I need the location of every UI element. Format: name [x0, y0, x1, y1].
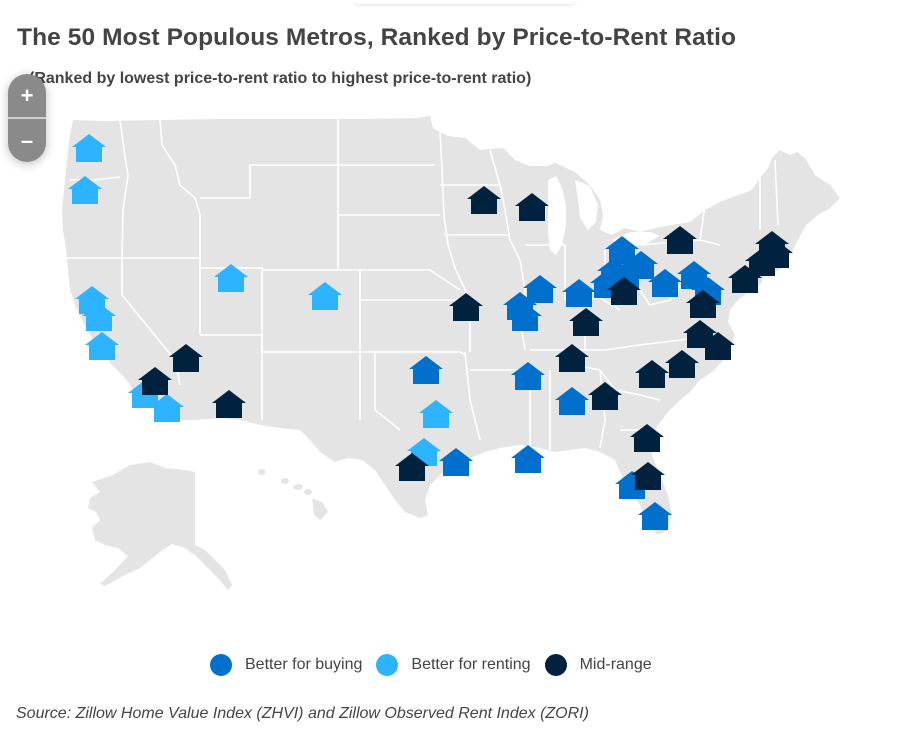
- metro-marker-buying[interactable]: [511, 362, 545, 390]
- metro-marker-buying[interactable]: [503, 292, 537, 320]
- map-zoom-control: + –: [8, 74, 46, 162]
- metro-marker-mid[interactable]: [467, 186, 501, 214]
- metro-marker-renting[interactable]: [150, 394, 184, 422]
- metro-marker-mid[interactable]: [663, 226, 697, 254]
- metro-marker-mid[interactable]: [631, 462, 665, 490]
- metro-marker-mid[interactable]: [686, 290, 720, 318]
- metro-marker-renting[interactable]: [85, 332, 119, 360]
- metro-marker-mid[interactable]: [665, 350, 699, 378]
- legend-dot-buying: [210, 654, 232, 676]
- zoom-out-button[interactable]: –: [20, 128, 34, 153]
- legend-item-renting[interactable]: Better for renting: [376, 654, 531, 676]
- zoom-divider: [8, 117, 46, 119]
- us-map[interactable]: [0, 0, 902, 640]
- zoom-in-button[interactable]: +: [20, 83, 34, 108]
- metro-marker-mid[interactable]: [630, 424, 664, 452]
- alaska-shape: [88, 462, 232, 590]
- metro-marker-mid[interactable]: [607, 277, 641, 305]
- metro-marker-buying[interactable]: [648, 269, 682, 297]
- page-subtitle: (Ranked by lowest price-to-rent ratio to…: [29, 70, 532, 87]
- lake-michigan-shape: [548, 176, 566, 255]
- metro-marker-mid[interactable]: [755, 231, 789, 259]
- metro-marker-mid[interactable]: [588, 382, 622, 410]
- legend-dot-mid-range: [544, 654, 567, 676]
- page-title: The 50 Most Populous Metros, Ranked by P…: [17, 24, 737, 51]
- metro-marker-mid[interactable]: [555, 344, 589, 372]
- metro-marker-buying[interactable]: [605, 236, 639, 264]
- metro-marker-renting[interactable]: [214, 264, 248, 292]
- metro-marker-buying[interactable]: [409, 356, 443, 384]
- metro-marker-mid[interactable]: [138, 367, 172, 395]
- metro-marker-mid[interactable]: [449, 293, 483, 321]
- metro-marker-renting[interactable]: [82, 303, 116, 331]
- metro-marker-mid[interactable]: [212, 390, 246, 418]
- lake-superior-shape: [505, 148, 560, 166]
- legend-item-mid-range[interactable]: Mid-range: [544, 654, 652, 676]
- metro-marker-buying[interactable]: [562, 279, 596, 307]
- metro-marker-mid[interactable]: [515, 193, 549, 221]
- source-note: Source: Zillow Home Value Index (ZHVI) a…: [16, 705, 589, 722]
- top-tab-shadow: [355, 0, 575, 4]
- lake-huron-shape: [575, 180, 598, 230]
- metro-marker-renting[interactable]: [308, 282, 342, 310]
- metro-marker-mid[interactable]: [701, 332, 735, 360]
- metro-marker-mid[interactable]: [395, 453, 429, 481]
- metro-marker-buying[interactable]: [523, 275, 557, 303]
- legend: Better for buying Better for renting Mid…: [210, 652, 666, 678]
- metro-marker-renting[interactable]: [68, 176, 102, 204]
- legend-dot-renting: [376, 654, 399, 676]
- metro-marker-buying[interactable]: [638, 502, 672, 530]
- metro-marker-renting[interactable]: [72, 134, 106, 162]
- metro-marker-buying[interactable]: [439, 448, 473, 476]
- metro-marker-buying[interactable]: [555, 387, 589, 415]
- hawaii-shape: [258, 469, 328, 520]
- metro-marker-mid[interactable]: [635, 360, 669, 388]
- metro-marker-renting[interactable]: [419, 400, 453, 428]
- metro-markers: [68, 134, 793, 530]
- metro-marker-mid[interactable]: [569, 308, 603, 336]
- legend-label-renting: Better for renting: [411, 656, 531, 673]
- legend-label-buying: Better for buying: [245, 656, 363, 673]
- metro-marker-mid[interactable]: [169, 344, 203, 372]
- legend-item-buying[interactable]: Better for buying: [210, 654, 362, 676]
- legend-label-mid-range: Mid-range: [579, 656, 652, 673]
- metro-marker-buying[interactable]: [511, 445, 545, 473]
